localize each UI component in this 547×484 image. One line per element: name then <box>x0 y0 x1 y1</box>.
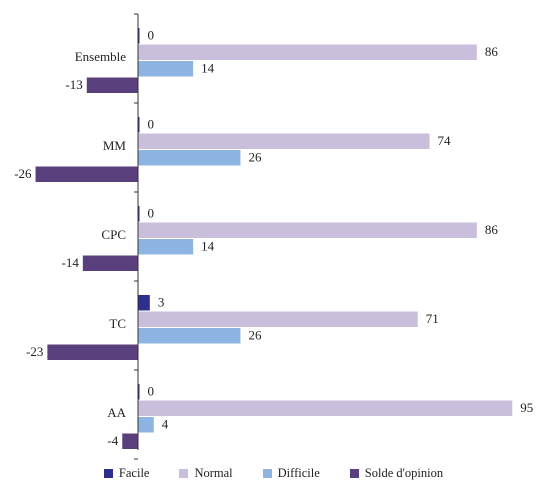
data-label: 71 <box>426 311 439 326</box>
legend-swatch <box>349 468 359 478</box>
legend-label: Solde d'opinion <box>364 465 444 480</box>
bar-normal-ensemble <box>138 44 477 60</box>
category-label: Ensemble <box>75 49 126 64</box>
data-label: 26 <box>248 328 262 343</box>
data-label: 3 <box>158 295 165 310</box>
bar-facile-ensemble <box>138 28 140 44</box>
bar-chart: Ensemble 0 86 14 -13 MM 0 74 26 -26 CPC 0 86 14 -14 TC 3… <box>14 13 533 460</box>
legend-label: Facile <box>118 465 150 480</box>
data-label: 0 <box>148 384 155 399</box>
bar-facile-cpc <box>138 206 140 222</box>
chart-legend: Facile Normal Difficile Solde d'opinion <box>0 462 547 484</box>
category-label: CPC <box>101 227 126 242</box>
bar-difficile-ensemble <box>138 61 194 77</box>
bar-difficile-tc <box>138 328 241 344</box>
data-label: 0 <box>148 206 155 221</box>
data-label: 0 <box>148 28 155 43</box>
data-label: 4 <box>162 417 169 432</box>
data-label: -13 <box>65 77 82 92</box>
category-label: MM <box>103 138 127 153</box>
bar-solde-d-opinion-mm <box>35 166 139 182</box>
data-label: -4 <box>107 433 118 448</box>
bar-facile-mm <box>138 117 140 133</box>
bar-normal-mm <box>138 133 430 149</box>
data-label: -14 <box>61 255 79 270</box>
data-label: 86 <box>485 44 499 59</box>
category-label: TC <box>109 316 126 331</box>
category-label: AA <box>107 405 126 420</box>
legend-item: Facile <box>103 465 150 481</box>
bar-normal-aa <box>138 400 513 416</box>
bar-solde-d-opinion-aa <box>122 433 138 449</box>
data-label: 86 <box>485 222 499 237</box>
data-label: 0 <box>148 117 155 132</box>
legend-swatch <box>103 468 113 478</box>
bar-difficile-mm <box>138 150 241 166</box>
data-label: 14 <box>201 61 215 76</box>
bar-difficile-cpc <box>138 239 194 255</box>
bar-solde-d-opinion-cpc <box>82 255 138 271</box>
data-label: 74 <box>438 133 452 148</box>
legend-swatch <box>262 468 272 478</box>
bar-solde-d-opinion-ensemble <box>86 77 138 93</box>
data-label: -23 <box>26 344 43 359</box>
legend-label: Difficile <box>277 465 320 480</box>
bar-facile-aa <box>138 384 140 400</box>
bar-difficile-aa <box>138 417 154 433</box>
legend-label: Normal <box>194 465 233 480</box>
bar-solde-d-opinion-tc <box>47 344 138 360</box>
legend-item: Difficile <box>262 465 320 481</box>
data-label: -26 <box>14 166 32 181</box>
legend-swatch <box>179 468 189 478</box>
bar-facile-tc <box>138 295 150 311</box>
legend-item: Normal <box>179 465 233 481</box>
bar-normal-cpc <box>138 222 477 238</box>
data-label: 95 <box>520 400 533 415</box>
bar-normal-tc <box>138 311 418 327</box>
data-label: 26 <box>248 150 262 165</box>
legend-item: Solde d'opinion <box>349 465 444 481</box>
data-label: 14 <box>201 239 215 254</box>
